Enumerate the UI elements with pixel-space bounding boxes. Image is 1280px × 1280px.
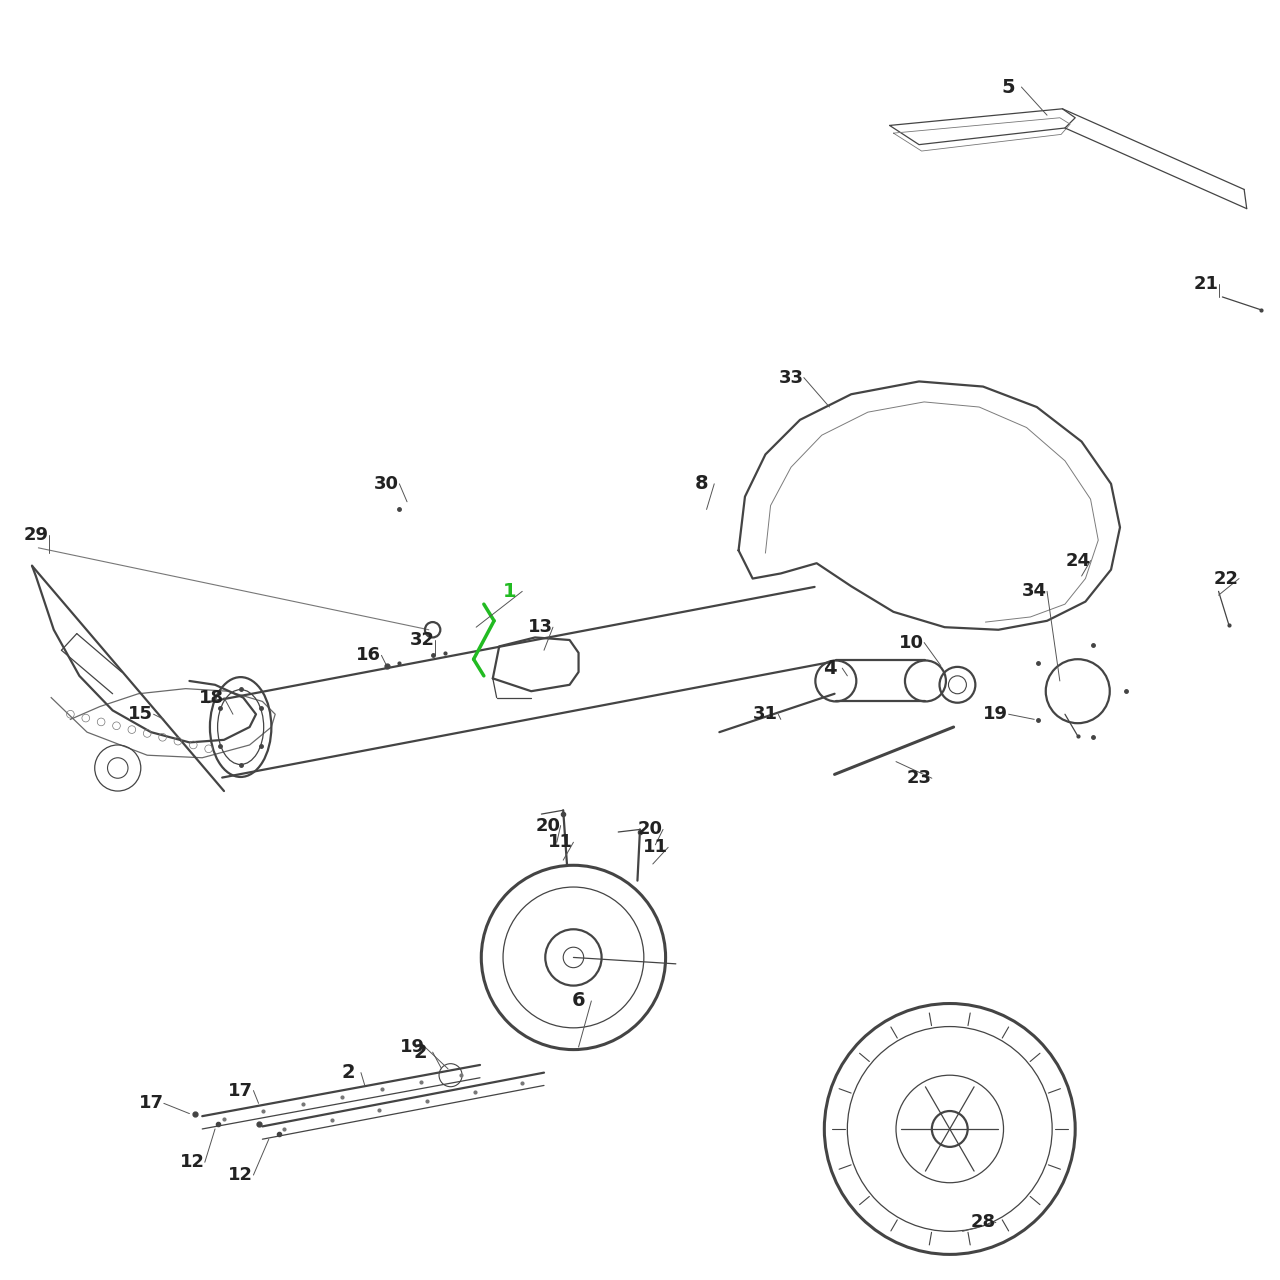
- Text: 33: 33: [778, 369, 804, 387]
- Text: 6: 6: [572, 992, 585, 1010]
- Text: 13: 13: [527, 618, 553, 636]
- Text: 19: 19: [399, 1038, 425, 1056]
- Text: 29: 29: [23, 526, 49, 544]
- Text: 12: 12: [228, 1166, 253, 1184]
- Text: 15: 15: [128, 705, 154, 723]
- Text: 4: 4: [823, 659, 836, 677]
- Text: 23: 23: [906, 769, 932, 787]
- Text: 12: 12: [179, 1153, 205, 1171]
- Text: 30: 30: [374, 475, 399, 493]
- Text: 5: 5: [1002, 78, 1015, 96]
- Text: 20: 20: [535, 817, 561, 835]
- Text: 2: 2: [413, 1043, 426, 1061]
- Text: 34: 34: [1021, 582, 1047, 600]
- Text: 10: 10: [899, 634, 924, 652]
- Text: 18: 18: [198, 689, 224, 707]
- Text: 11: 11: [548, 833, 573, 851]
- Text: 17: 17: [228, 1082, 253, 1100]
- Text: 22: 22: [1213, 570, 1239, 588]
- Text: 1: 1: [503, 582, 516, 600]
- Text: 28: 28: [970, 1213, 996, 1231]
- Text: 31: 31: [753, 705, 778, 723]
- Text: 16: 16: [356, 646, 381, 664]
- Text: 11: 11: [643, 838, 668, 856]
- Text: 21: 21: [1193, 275, 1219, 293]
- Text: 20: 20: [637, 820, 663, 838]
- Text: 2: 2: [342, 1064, 355, 1082]
- Text: 8: 8: [695, 475, 708, 493]
- Text: 24: 24: [1065, 552, 1091, 570]
- Text: 32: 32: [410, 631, 435, 649]
- Text: 19: 19: [983, 705, 1009, 723]
- Text: 17: 17: [138, 1094, 164, 1112]
